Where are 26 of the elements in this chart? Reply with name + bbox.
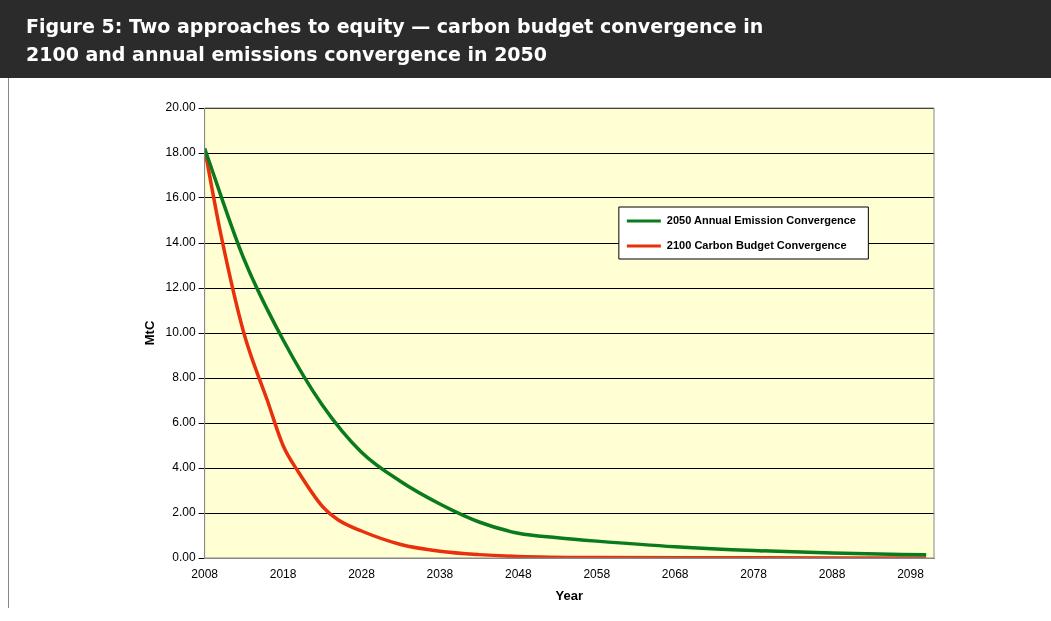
x-tick-label: 2008 <box>191 566 219 581</box>
x-tick-label: 2018 <box>269 566 297 581</box>
x-axis-title: Year <box>555 587 584 603</box>
y-tick-label: 6.00 <box>172 415 196 430</box>
x-tick-label: 2028 <box>348 566 376 581</box>
y-tick-label: 18.00 <box>165 145 196 160</box>
y-tick-label: 16.00 <box>165 190 196 205</box>
y-tick-label: 8.00 <box>172 370 196 385</box>
legend-label: 2100 Carbon Budget Convergence <box>666 239 847 252</box>
x-tick-label: 2048 <box>504 566 533 581</box>
y-tick-label: 2.00 <box>172 505 196 520</box>
y-tick-label: 12.00 <box>165 280 196 295</box>
x-tick-label: 2088 <box>818 566 846 581</box>
chart-title: Figure 5: Two approaches to equity — carbon budget convergence in 2100 and annual emissions convergence in 2050 <box>0 0 1051 78</box>
y-axis-title: MtC <box>142 320 158 346</box>
x-tick-label: 2078 <box>740 566 768 581</box>
legend-label: 2050 Annual Emission Convergence <box>666 214 856 227</box>
x-tick-label: 2098 <box>897 566 925 581</box>
y-tick-label: 20.00 <box>165 100 196 115</box>
x-tick-label: 2058 <box>583 566 611 581</box>
x-tick-label: 2068 <box>661 566 689 581</box>
y-tick-label: 0.00 <box>172 550 196 565</box>
y-tick-label: 4.00 <box>172 460 196 475</box>
y-tick-label: 10.00 <box>165 325 196 340</box>
x-tick-label: 2038 <box>426 566 454 581</box>
y-tick-label: 14.00 <box>165 235 196 250</box>
